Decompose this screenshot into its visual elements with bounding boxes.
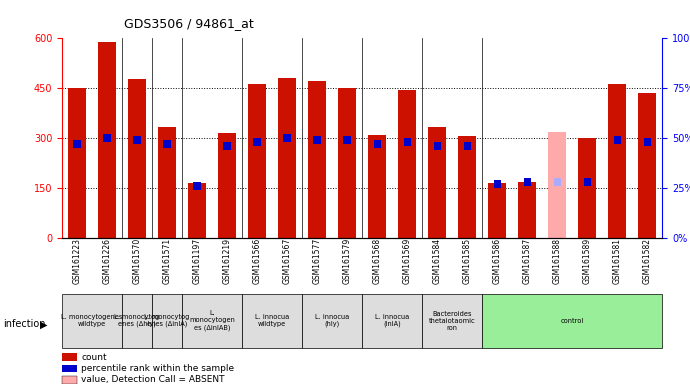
Bar [422,294,482,348]
Bar [133,136,141,144]
Bar [433,142,441,150]
Bar [248,84,266,238]
Bar [313,136,321,144]
Text: count: count [81,353,107,362]
Bar [398,90,416,238]
Text: L. monocytogenes
wildtype: L. monocytogenes wildtype [61,314,123,327]
Bar [284,134,291,142]
Bar [164,140,171,148]
Bar [218,133,236,238]
Bar [524,178,531,186]
Bar [644,138,651,146]
Bar [404,138,411,146]
Bar [549,132,566,238]
Text: infection: infection [3,319,46,329]
Bar [482,294,662,348]
Text: GSM161581: GSM161581 [613,238,622,284]
Bar [302,294,362,348]
Text: GSM161586: GSM161586 [493,238,502,284]
Bar [62,365,77,372]
Bar [553,178,561,186]
Text: L. innocua
wildtype: L. innocua wildtype [255,314,289,327]
Bar [368,135,386,238]
Bar [182,294,242,348]
Text: GSM161582: GSM161582 [643,238,652,284]
Bar [638,93,656,238]
Bar [584,178,591,186]
Text: Bacteroides
thetaiotaomic
ron: Bacteroides thetaiotaomic ron [429,311,475,331]
Bar [62,353,77,361]
Text: value, Detection Call = ABSENT: value, Detection Call = ABSENT [81,375,225,384]
Text: control: control [561,318,584,324]
Bar [98,42,116,238]
Bar [518,182,536,238]
Bar [104,134,111,142]
Bar [308,81,326,238]
Text: GSM161219: GSM161219 [223,238,232,284]
Bar [578,138,596,238]
Text: L. innocua
(inlA): L. innocua (inlA) [375,314,409,328]
Bar [458,136,476,238]
Bar [493,180,501,188]
Text: L. monocytog
enes (ΔinlA): L. monocytog enes (ΔinlA) [144,314,190,328]
Bar [152,294,182,348]
Bar [158,127,176,238]
Bar [613,136,621,144]
Text: GSM161226: GSM161226 [103,238,112,284]
Text: GSM161584: GSM161584 [433,238,442,284]
Bar [609,84,627,238]
Bar [242,294,302,348]
Bar [338,88,356,238]
Bar [489,183,506,238]
Bar [344,136,351,144]
Bar [68,88,86,238]
Text: GSM161571: GSM161571 [163,238,172,284]
Text: percentile rank within the sample: percentile rank within the sample [81,364,235,373]
Text: GSM161577: GSM161577 [313,238,322,284]
Text: GSM161197: GSM161197 [193,238,201,284]
Text: ▶: ▶ [40,319,48,329]
Text: L. monocytog
enes (Δhly): L. monocytog enes (Δhly) [115,314,160,328]
Text: GSM161579: GSM161579 [343,238,352,284]
Bar [128,79,146,238]
Text: L. innocua
(hly): L. innocua (hly) [315,314,349,328]
Text: GSM161588: GSM161588 [553,238,562,284]
Bar [278,78,296,238]
Bar [224,142,231,150]
Bar [73,140,81,148]
Bar [362,294,422,348]
Bar [62,376,77,384]
Bar [122,294,152,348]
Text: GSM161223: GSM161223 [72,238,81,284]
Text: GSM161569: GSM161569 [403,238,412,284]
Bar [62,294,122,348]
Text: GSM161587: GSM161587 [523,238,532,284]
Text: GSM161566: GSM161566 [253,238,262,284]
Text: L.
monocytogen
es (ΔinlAB): L. monocytogen es (ΔinlAB) [189,310,235,331]
Bar [253,138,261,146]
Text: GSM161589: GSM161589 [583,238,592,284]
Text: GSM161585: GSM161585 [463,238,472,284]
Bar [193,182,201,190]
Bar [188,183,206,238]
Bar [373,140,381,148]
Text: GSM161570: GSM161570 [132,238,141,284]
Text: GSM161567: GSM161567 [283,238,292,284]
Bar [464,142,471,150]
Text: GDS3506 / 94861_at: GDS3506 / 94861_at [124,17,254,30]
Text: GSM161568: GSM161568 [373,238,382,284]
Bar [428,127,446,238]
